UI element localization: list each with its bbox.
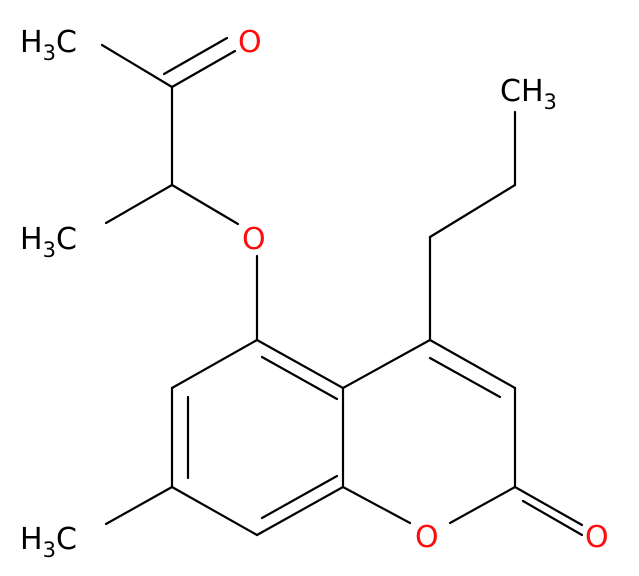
bond — [341, 338, 432, 390]
subscript: 3 — [43, 538, 56, 562]
subscript: 3 — [43, 41, 56, 65]
atom-symbol: H — [20, 522, 43, 557]
bond — [448, 485, 517, 525]
bond — [428, 338, 517, 390]
bond — [170, 183, 240, 226]
atom-symbol: H — [20, 222, 43, 257]
bond — [170, 49, 237, 89]
bond — [428, 183, 517, 239]
atom-symbol: O — [585, 520, 609, 555]
bond — [260, 355, 339, 401]
atom-label: CH3 — [500, 74, 557, 114]
bonds — [100, 36, 584, 537]
subscript: 3 — [43, 238, 56, 262]
bond — [170, 485, 259, 537]
atom-label: O — [585, 520, 609, 555]
atom-symbol: C — [56, 222, 77, 257]
atom-label: H3C — [20, 522, 77, 562]
bond — [521, 499, 584, 537]
atom-symbol: O — [415, 520, 439, 555]
atom-label: H3C — [20, 25, 77, 65]
bond — [100, 43, 174, 89]
atom-label: O — [242, 222, 266, 257]
bond — [170, 338, 259, 390]
atom-label: O — [415, 520, 439, 555]
subscript: 3 — [544, 90, 557, 114]
atom-symbol: CH — [500, 74, 544, 109]
atom-symbol: O — [238, 25, 262, 60]
atom-symbol: C — [56, 25, 77, 60]
bond — [104, 485, 174, 526]
bond — [162, 36, 229, 76]
atom-symbol: O — [242, 222, 266, 257]
bond — [104, 183, 174, 225]
bond — [428, 356, 502, 399]
atom-label: O — [238, 25, 262, 60]
atom-label: H3C — [20, 222, 77, 262]
bond — [513, 485, 584, 527]
bond — [260, 474, 339, 520]
atom-symbol: H — [20, 25, 43, 60]
bond — [255, 338, 345, 390]
bond — [255, 485, 345, 537]
atom-symbol: C — [56, 522, 77, 557]
bond — [341, 485, 412, 525]
